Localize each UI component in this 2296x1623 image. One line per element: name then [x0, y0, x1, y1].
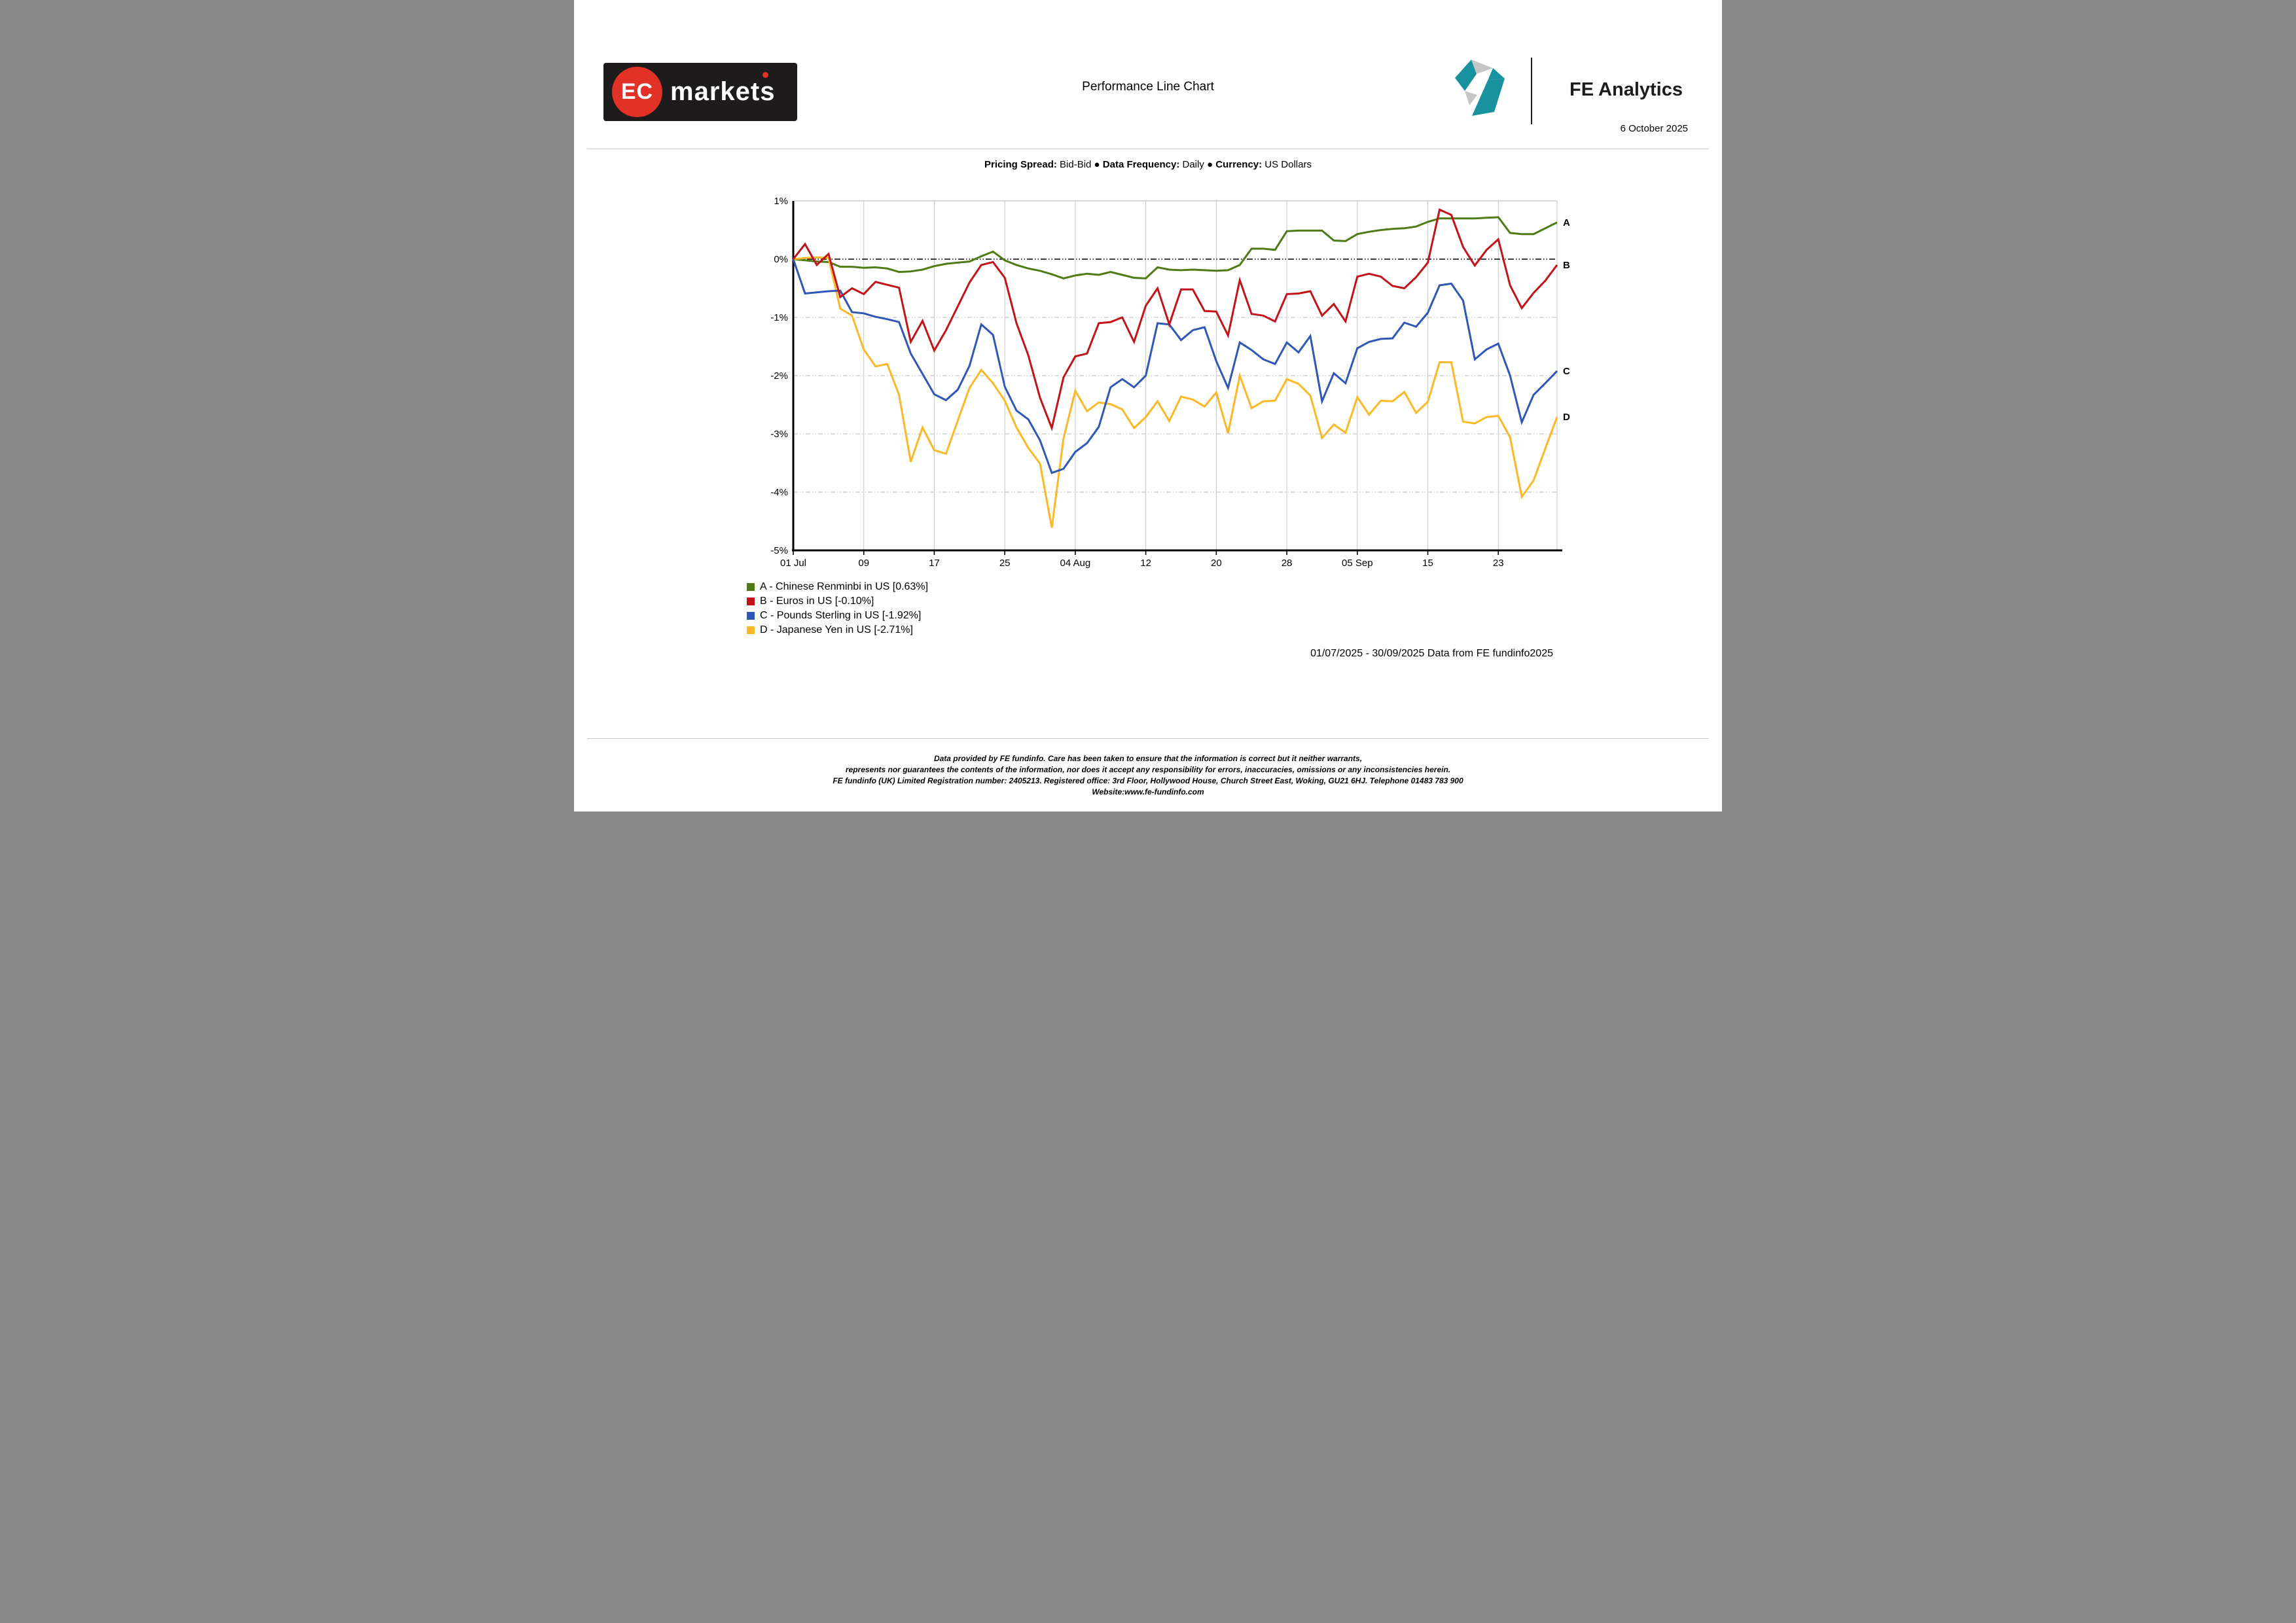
disclaimer-line: Website:www.fe-fundinfo.com: [1092, 787, 1204, 796]
legend-swatch-d: [747, 626, 755, 634]
ec-markets-logo: EC markets: [603, 63, 797, 121]
series-line-d: [793, 256, 1558, 528]
subtitle-label: Currency:: [1215, 159, 1263, 170]
report-page: EC markets Performance Line Chart FE Ana…: [574, 0, 1722, 812]
fe-analytics-icon: [1455, 60, 1505, 116]
legend-label-a: A - Chinese Renminbi in US [0.63%]: [760, 581, 929, 592]
y-axis-label: -3%: [770, 429, 788, 440]
legend-label-b: B - Euros in US [-0.10%]: [760, 596, 874, 607]
legend-item-a: A - Chinese Renminbi in US [0.63%]: [747, 580, 928, 594]
x-axis-label: 25: [999, 558, 1011, 569]
disclaimer-footer: Data provided by FE fundinfo. Care has b…: [574, 753, 1722, 798]
legend-item-c: C - Pounds Sterling in US [-1.92%]: [747, 609, 928, 623]
pricing-subtitle: Pricing Spread: Bid-Bid ● Data Frequency…: [984, 159, 1312, 170]
series-end-label-c: C: [1563, 366, 1570, 377]
performance-line-chart: A B C D 1% 0% -1% -2% -3% -4% -5% 01 Jul 09 17 25 04 Au…: [770, 196, 1570, 569]
date-range-caption: 01/07/2025 - 30/09/2025 Data from FE fun…: [1310, 648, 1553, 659]
subtitle-label: Data Frequency:: [1102, 159, 1180, 170]
series-line-c: [792, 259, 1558, 474]
disclaimer-line: FE fundinfo (UK) Limited Registration nu…: [833, 776, 1463, 785]
legend-item-d: D - Japanese Yen in US [-2.71%]: [747, 623, 928, 637]
fe-logo-divider: [1531, 58, 1532, 124]
bottom-divider: [587, 738, 1709, 739]
y-axis-label: 1%: [774, 196, 788, 207]
ec-logo-dot-icon: [762, 72, 768, 78]
legend-item-b: B - Euros in US [-0.10%]: [747, 594, 928, 609]
legend-label-c: C - Pounds Sterling in US [-1.92%]: [760, 610, 922, 621]
legend-swatch-b: [747, 597, 755, 605]
x-axis-label: 05 Sep: [1342, 558, 1373, 569]
ec-logo-badge-text: EC: [620, 79, 654, 104]
x-axis-label: 04 Aug: [1060, 558, 1091, 569]
series-end-label-a: A: [1563, 217, 1570, 228]
series-line-b: [792, 208, 1558, 432]
ec-logo-wordmark: markets: [670, 77, 776, 106]
disclaimer-line: represents nor guarantees the contents o…: [845, 765, 1451, 774]
y-axis-label: -5%: [770, 545, 788, 556]
x-axis-label: 01 Jul: [780, 558, 806, 569]
y-axis-label: -1%: [770, 312, 788, 323]
chart-legend: A - Chinese Renminbi in US [0.63%] B - Eu…: [747, 580, 928, 637]
x-axis-label: 17: [929, 558, 940, 569]
fe-analytics-wordmark: FE Analytics: [1570, 79, 1683, 100]
disclaimer-line: Data provided by FE fundinfo. Care has b…: [933, 754, 1363, 763]
x-axis-label: 23: [1493, 558, 1504, 569]
x-axis-label: 15: [1422, 558, 1433, 569]
x-axis-label: 28: [1282, 558, 1293, 569]
legend-swatch-a: [747, 583, 755, 591]
x-axis-label: 09: [858, 558, 869, 569]
page-title: Performance Line Chart: [1082, 80, 1214, 94]
x-axis-label: 20: [1211, 558, 1222, 569]
report-date: 6 October 2025: [1620, 123, 1688, 134]
legend-swatch-c: [747, 612, 755, 620]
series-end-label-d: D: [1563, 412, 1570, 423]
fe-analytics-logo: FE Analytics: [1413, 56, 1688, 128]
legend-label-d: D - Japanese Yen in US [-2.71%]: [760, 624, 913, 635]
y-axis-label: 0%: [774, 254, 788, 265]
ec-logo-badge: EC: [612, 67, 662, 117]
series-end-label-b: B: [1563, 260, 1570, 271]
series-line-a: [793, 216, 1558, 279]
y-axis-label: -4%: [770, 487, 788, 498]
x-axis-label: 12: [1140, 558, 1151, 569]
subtitle-label: Pricing Spread:: [984, 159, 1057, 170]
y-axis-label: -2%: [770, 370, 788, 382]
